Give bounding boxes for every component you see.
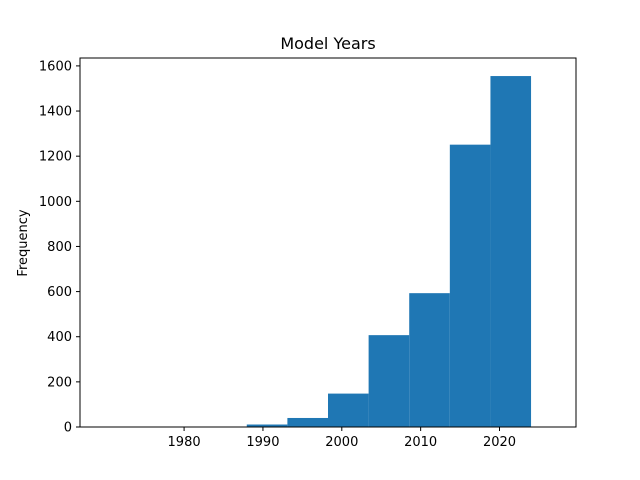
y-tick-label: 0 [64, 421, 72, 436]
y-tick-label: 800 [47, 240, 72, 255]
histogram-bar [409, 293, 450, 427]
x-axis: 1980 1990 2000 2010 2020 [168, 427, 516, 450]
y-tick-label: 1000 [39, 195, 72, 210]
x-tick-label: 2020 [483, 435, 516, 450]
x-tick-label: 2010 [404, 435, 437, 450]
y-tick-label: 1600 [39, 59, 72, 74]
y-tick-label: 600 [47, 285, 72, 300]
histogram-bar [449, 144, 491, 427]
histogram-bar [490, 76, 532, 427]
y-axis: 0 200 400 600 800 1000 1200 1400 1600 [39, 59, 80, 436]
y-tick-label: 1400 [39, 105, 72, 120]
y-tick-label: 200 [47, 375, 72, 390]
plot-frame [79, 57, 577, 428]
x-tick-label: 1990 [246, 435, 279, 450]
chart-title: Model Years [280, 34, 375, 53]
x-tick-label: 1980 [168, 435, 201, 450]
histogram-bar [287, 417, 328, 427]
bars-group [124, 76, 532, 427]
x-tick-label: 2000 [325, 435, 358, 450]
y-tick-label: 400 [47, 330, 72, 345]
histogram-bar [328, 393, 369, 427]
y-axis-label: Frequency [16, 209, 31, 276]
y-tick-label: 1200 [39, 150, 72, 165]
histogram-bar [368, 335, 410, 427]
histogram-bar [246, 424, 288, 427]
